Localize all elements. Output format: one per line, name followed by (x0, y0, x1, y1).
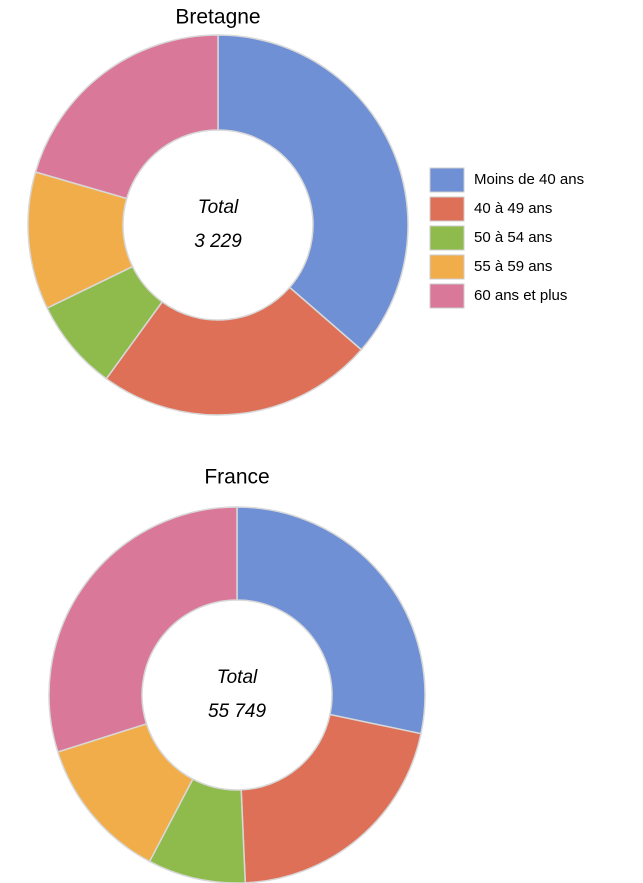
legend-swatch (429, 254, 465, 280)
center-total: 3 229 (194, 231, 242, 252)
legend-swatch (429, 196, 465, 222)
legend-label: 55 à 59 ans (474, 258, 552, 275)
donut-slice (240, 713, 422, 883)
legend-label: Moins de 40 ans (474, 171, 584, 188)
donut-slice (105, 286, 363, 416)
legend-swatch (429, 167, 465, 193)
center-label: Total (217, 667, 258, 688)
donut-slice (48, 506, 238, 753)
center-total: 55 749 (208, 701, 267, 722)
donut-slice (217, 34, 409, 351)
donut-slice (236, 506, 426, 735)
legend-label: 50 à 54 ans (474, 229, 552, 246)
chart-title: Bretagne (175, 6, 260, 29)
legend-swatch (429, 225, 465, 251)
legend-label: 40 à 49 ans (474, 200, 552, 217)
center-label: Total (198, 197, 239, 218)
chart-title: France (204, 466, 269, 489)
legend-swatch (429, 283, 465, 309)
legend-label: 60 ans et plus (474, 287, 567, 304)
donut-slice (34, 34, 219, 200)
